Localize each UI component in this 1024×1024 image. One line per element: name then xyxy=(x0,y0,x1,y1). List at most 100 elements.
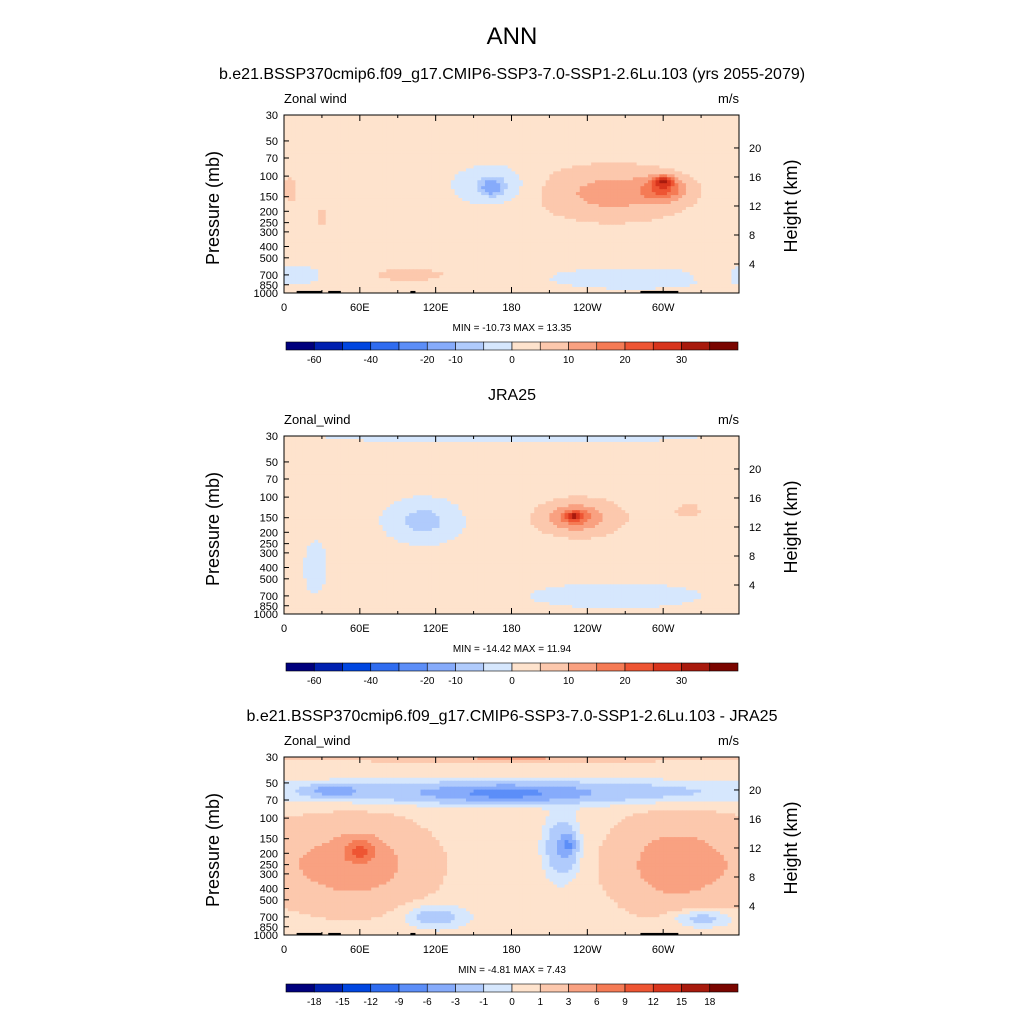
field-cell xyxy=(382,162,387,167)
field-cell xyxy=(693,150,698,155)
field-cell xyxy=(617,206,623,211)
field-cell xyxy=(541,126,547,131)
field-cell xyxy=(329,221,334,226)
field-cell xyxy=(352,186,357,190)
field-cell xyxy=(591,218,596,223)
field-cell xyxy=(712,177,717,181)
field-cell xyxy=(526,212,532,217)
field-cell xyxy=(454,165,460,169)
field-cell xyxy=(526,159,532,164)
field-cell xyxy=(503,115,509,119)
field-cell xyxy=(393,198,399,202)
field-cell xyxy=(314,159,319,164)
field-cell xyxy=(708,230,714,235)
field-cell xyxy=(636,117,642,122)
field-cell xyxy=(371,206,376,211)
field-cell xyxy=(382,206,387,211)
field-cell xyxy=(412,206,418,211)
field-cell xyxy=(306,224,312,229)
field-cell xyxy=(727,162,733,167)
field-cell xyxy=(735,150,739,155)
field-cell xyxy=(443,123,448,128)
field-cell xyxy=(337,168,342,172)
field-cell xyxy=(697,221,702,226)
field-cell xyxy=(594,132,600,137)
field-cell xyxy=(515,212,520,217)
field-cell xyxy=(329,156,334,161)
field-cell xyxy=(314,206,319,211)
field-cell xyxy=(306,183,312,187)
field-cell xyxy=(462,192,467,196)
field-cell xyxy=(602,195,607,199)
field-cell xyxy=(697,126,702,131)
field-cell xyxy=(420,165,425,169)
field-cell xyxy=(375,135,380,140)
field-cell xyxy=(591,120,596,125)
field-cell xyxy=(575,177,581,181)
field-cell xyxy=(572,233,577,238)
field-cell xyxy=(530,192,535,196)
field-cell xyxy=(545,120,551,125)
field-cell xyxy=(602,171,607,175)
field-cell xyxy=(371,132,376,137)
field-cell xyxy=(397,206,403,211)
field-cell xyxy=(291,233,296,238)
field-cell xyxy=(720,230,725,235)
field-cell xyxy=(318,201,323,205)
field-cell xyxy=(545,177,551,181)
field-cell xyxy=(655,141,660,146)
field-cell xyxy=(591,221,596,226)
field-cell xyxy=(382,156,387,161)
field-cell xyxy=(405,192,410,196)
field-cell xyxy=(564,212,569,217)
field-cell xyxy=(405,162,410,167)
field-cell xyxy=(344,171,350,175)
field-cell xyxy=(572,198,577,202)
field-cell xyxy=(409,168,414,172)
field-cell xyxy=(682,168,687,172)
field-cell xyxy=(731,201,736,205)
field-cell xyxy=(356,221,361,226)
field-cell xyxy=(530,215,535,220)
field-cell xyxy=(420,132,425,137)
field-cell xyxy=(363,174,369,178)
field-cell xyxy=(720,189,725,193)
field-cell xyxy=(359,227,365,232)
field-cell xyxy=(579,162,585,167)
field-cell xyxy=(299,224,304,229)
field-cell xyxy=(450,135,456,140)
field-cell xyxy=(575,195,581,199)
field-cell xyxy=(655,115,660,119)
field-cell xyxy=(314,192,319,196)
field-cell xyxy=(716,174,721,178)
field-cell xyxy=(666,227,672,232)
field-cell xyxy=(708,115,714,119)
field-cell xyxy=(352,233,357,238)
field-cell xyxy=(602,168,607,172)
field-cell xyxy=(708,132,714,137)
field-cell xyxy=(522,156,528,161)
field-cell xyxy=(462,120,467,125)
field-cell xyxy=(431,186,437,190)
field-cell xyxy=(617,115,623,119)
field-cell xyxy=(397,135,403,140)
field-cell xyxy=(538,224,543,229)
field-cell xyxy=(390,129,395,134)
field-cell xyxy=(371,135,376,140)
field-cell xyxy=(666,147,672,152)
field-cell xyxy=(439,144,444,149)
field-cell xyxy=(473,120,478,125)
field-cell xyxy=(727,212,733,217)
field-cell xyxy=(723,156,729,161)
field-cell xyxy=(496,138,501,143)
field-cell xyxy=(720,156,725,161)
field-cell xyxy=(356,183,361,187)
field-cell xyxy=(701,180,706,184)
field-cell xyxy=(534,156,539,161)
field-cell xyxy=(439,135,444,140)
field-cell xyxy=(447,227,452,232)
field-cell xyxy=(420,192,425,196)
field-cell xyxy=(530,115,535,119)
field-cell xyxy=(594,183,600,187)
field-cell xyxy=(450,224,456,229)
